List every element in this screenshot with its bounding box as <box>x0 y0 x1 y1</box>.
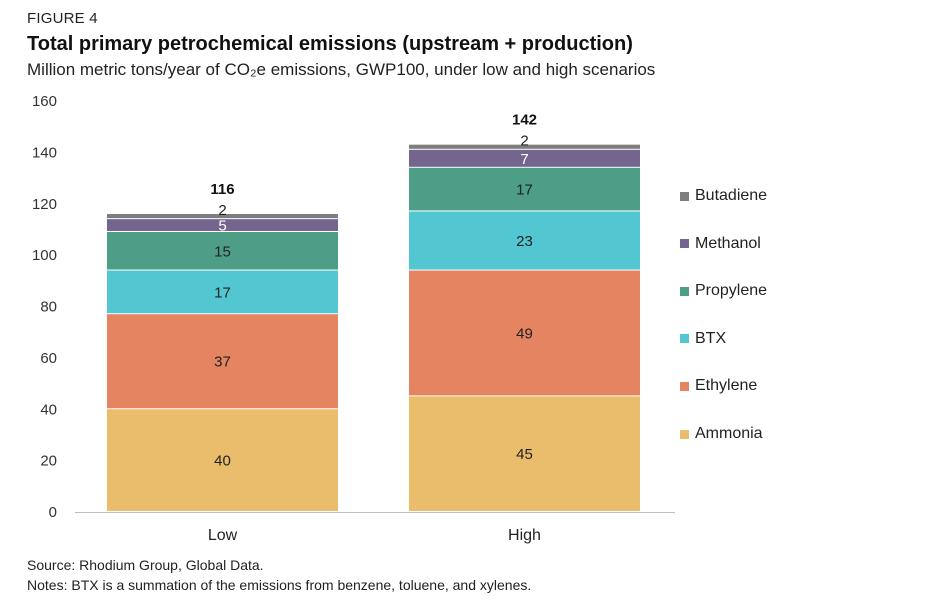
legend-swatch <box>680 239 689 249</box>
bar-segment-butadiene <box>409 144 640 149</box>
y-tick-label: 100 <box>32 247 57 264</box>
x-category-label: Low <box>208 527 238 544</box>
bar-segment-ethylene <box>107 314 338 409</box>
legend-label: Methanol <box>695 234 761 252</box>
data-label-methanol: 7 <box>520 151 528 168</box>
data-label-btx: 23 <box>516 233 533 250</box>
y-tick-label: 80 <box>40 299 57 316</box>
legend-label: Propylene <box>695 282 768 300</box>
y-tick-label: 120 <box>32 196 57 213</box>
bar-segment-methanol <box>409 149 640 167</box>
chart-subtitle: Million metric tons/year of CO₂e emissio… <box>27 60 656 79</box>
figure-label: FIGURE 4 <box>27 10 98 27</box>
data-label-btx: 17 <box>214 284 231 301</box>
bar-segment-butadiene <box>107 214 338 219</box>
legend-label: Ethylene <box>695 377 758 395</box>
x-category-label: High <box>508 527 541 544</box>
bar-segment-ammonia <box>409 396 640 511</box>
source-note: Source: Rhodium Group, Global Data. <box>27 557 264 573</box>
data-label-butadiene: 2 <box>520 133 528 150</box>
bar-segment-ethylene <box>409 270 640 396</box>
data-label-propylene: 15 <box>214 243 231 260</box>
bar-segment-methanol <box>107 219 338 232</box>
bar-segment-propylene <box>107 232 338 270</box>
total-label: 116 <box>210 181 234 198</box>
legend-item-ammonia: Ammonia <box>680 424 763 444</box>
y-tick-label: 40 <box>40 401 57 418</box>
legend-label: Ammonia <box>695 425 763 442</box>
data-label-methanol: 5 <box>218 218 226 235</box>
legend-swatch <box>680 334 689 344</box>
bar-segment-propylene <box>409 167 640 211</box>
y-tick-label: 140 <box>32 144 57 161</box>
data-label-ethylene: 37 <box>214 354 231 371</box>
legend-item-propylene: Propylene <box>680 281 767 301</box>
bar-segment-btx <box>409 211 640 270</box>
data-label-ethylene: 49 <box>516 325 533 342</box>
legend-item-btx: BTX <box>680 329 726 349</box>
total-label: 142 <box>512 112 537 129</box>
y-tick-label: 60 <box>40 350 57 367</box>
legend-swatch <box>680 286 689 296</box>
legend-item-butadiene: Butadiene <box>680 186 767 206</box>
data-label-ammonia: 45 <box>516 446 533 463</box>
legend-label: BTX <box>695 329 727 347</box>
legend-item-methanol: Methanol <box>680 234 761 254</box>
y-tick-label: 0 <box>49 504 57 521</box>
y-tick-label: 160 <box>32 93 57 110</box>
legend-item-ethylene: Ethylene <box>680 376 757 396</box>
bar-segment-ammonia <box>107 409 338 511</box>
data-label-butadiene: 2 <box>218 202 226 219</box>
legend-label: Butadiene <box>695 187 768 204</box>
bar-segment-btx <box>107 270 338 314</box>
data-label-ammonia: 40 <box>214 453 231 470</box>
y-tick-label: 20 <box>40 453 57 470</box>
legend-swatch <box>680 429 689 439</box>
chart-title: Total primary petrochemical emissions (u… <box>27 33 633 55</box>
legend-swatch <box>680 381 689 391</box>
notes-text: Notes: BTX is a summation of the emissio… <box>27 577 532 593</box>
data-label-propylene: 17 <box>516 182 533 199</box>
legend-swatch <box>680 191 689 201</box>
